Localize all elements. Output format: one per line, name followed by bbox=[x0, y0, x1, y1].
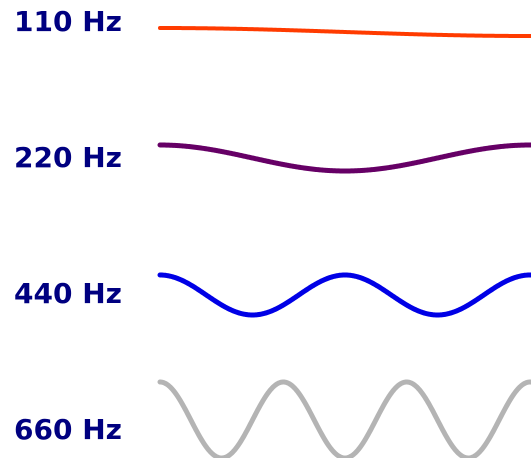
waveform-220hz bbox=[157, 142, 531, 174]
waveform-660hz bbox=[157, 379, 531, 458]
waveform-110hz bbox=[158, 26, 531, 38]
waveform-440hz bbox=[157, 272, 531, 318]
wave-label-440hz: 440 Hz bbox=[14, 277, 122, 310]
wave-label-660hz: 660 Hz bbox=[14, 413, 122, 446]
wave-label-220hz: 220 Hz bbox=[14, 141, 122, 174]
wave-label-110hz: 110 Hz bbox=[14, 5, 122, 38]
